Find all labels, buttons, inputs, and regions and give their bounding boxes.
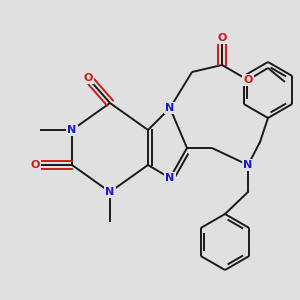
Text: O: O <box>217 33 227 43</box>
Text: N: N <box>165 103 175 113</box>
Text: O: O <box>243 75 253 85</box>
Text: N: N <box>105 187 115 197</box>
Text: N: N <box>243 160 253 170</box>
Text: O: O <box>83 73 93 83</box>
Text: N: N <box>68 125 76 135</box>
Text: N: N <box>165 173 175 183</box>
Text: O: O <box>30 160 40 170</box>
